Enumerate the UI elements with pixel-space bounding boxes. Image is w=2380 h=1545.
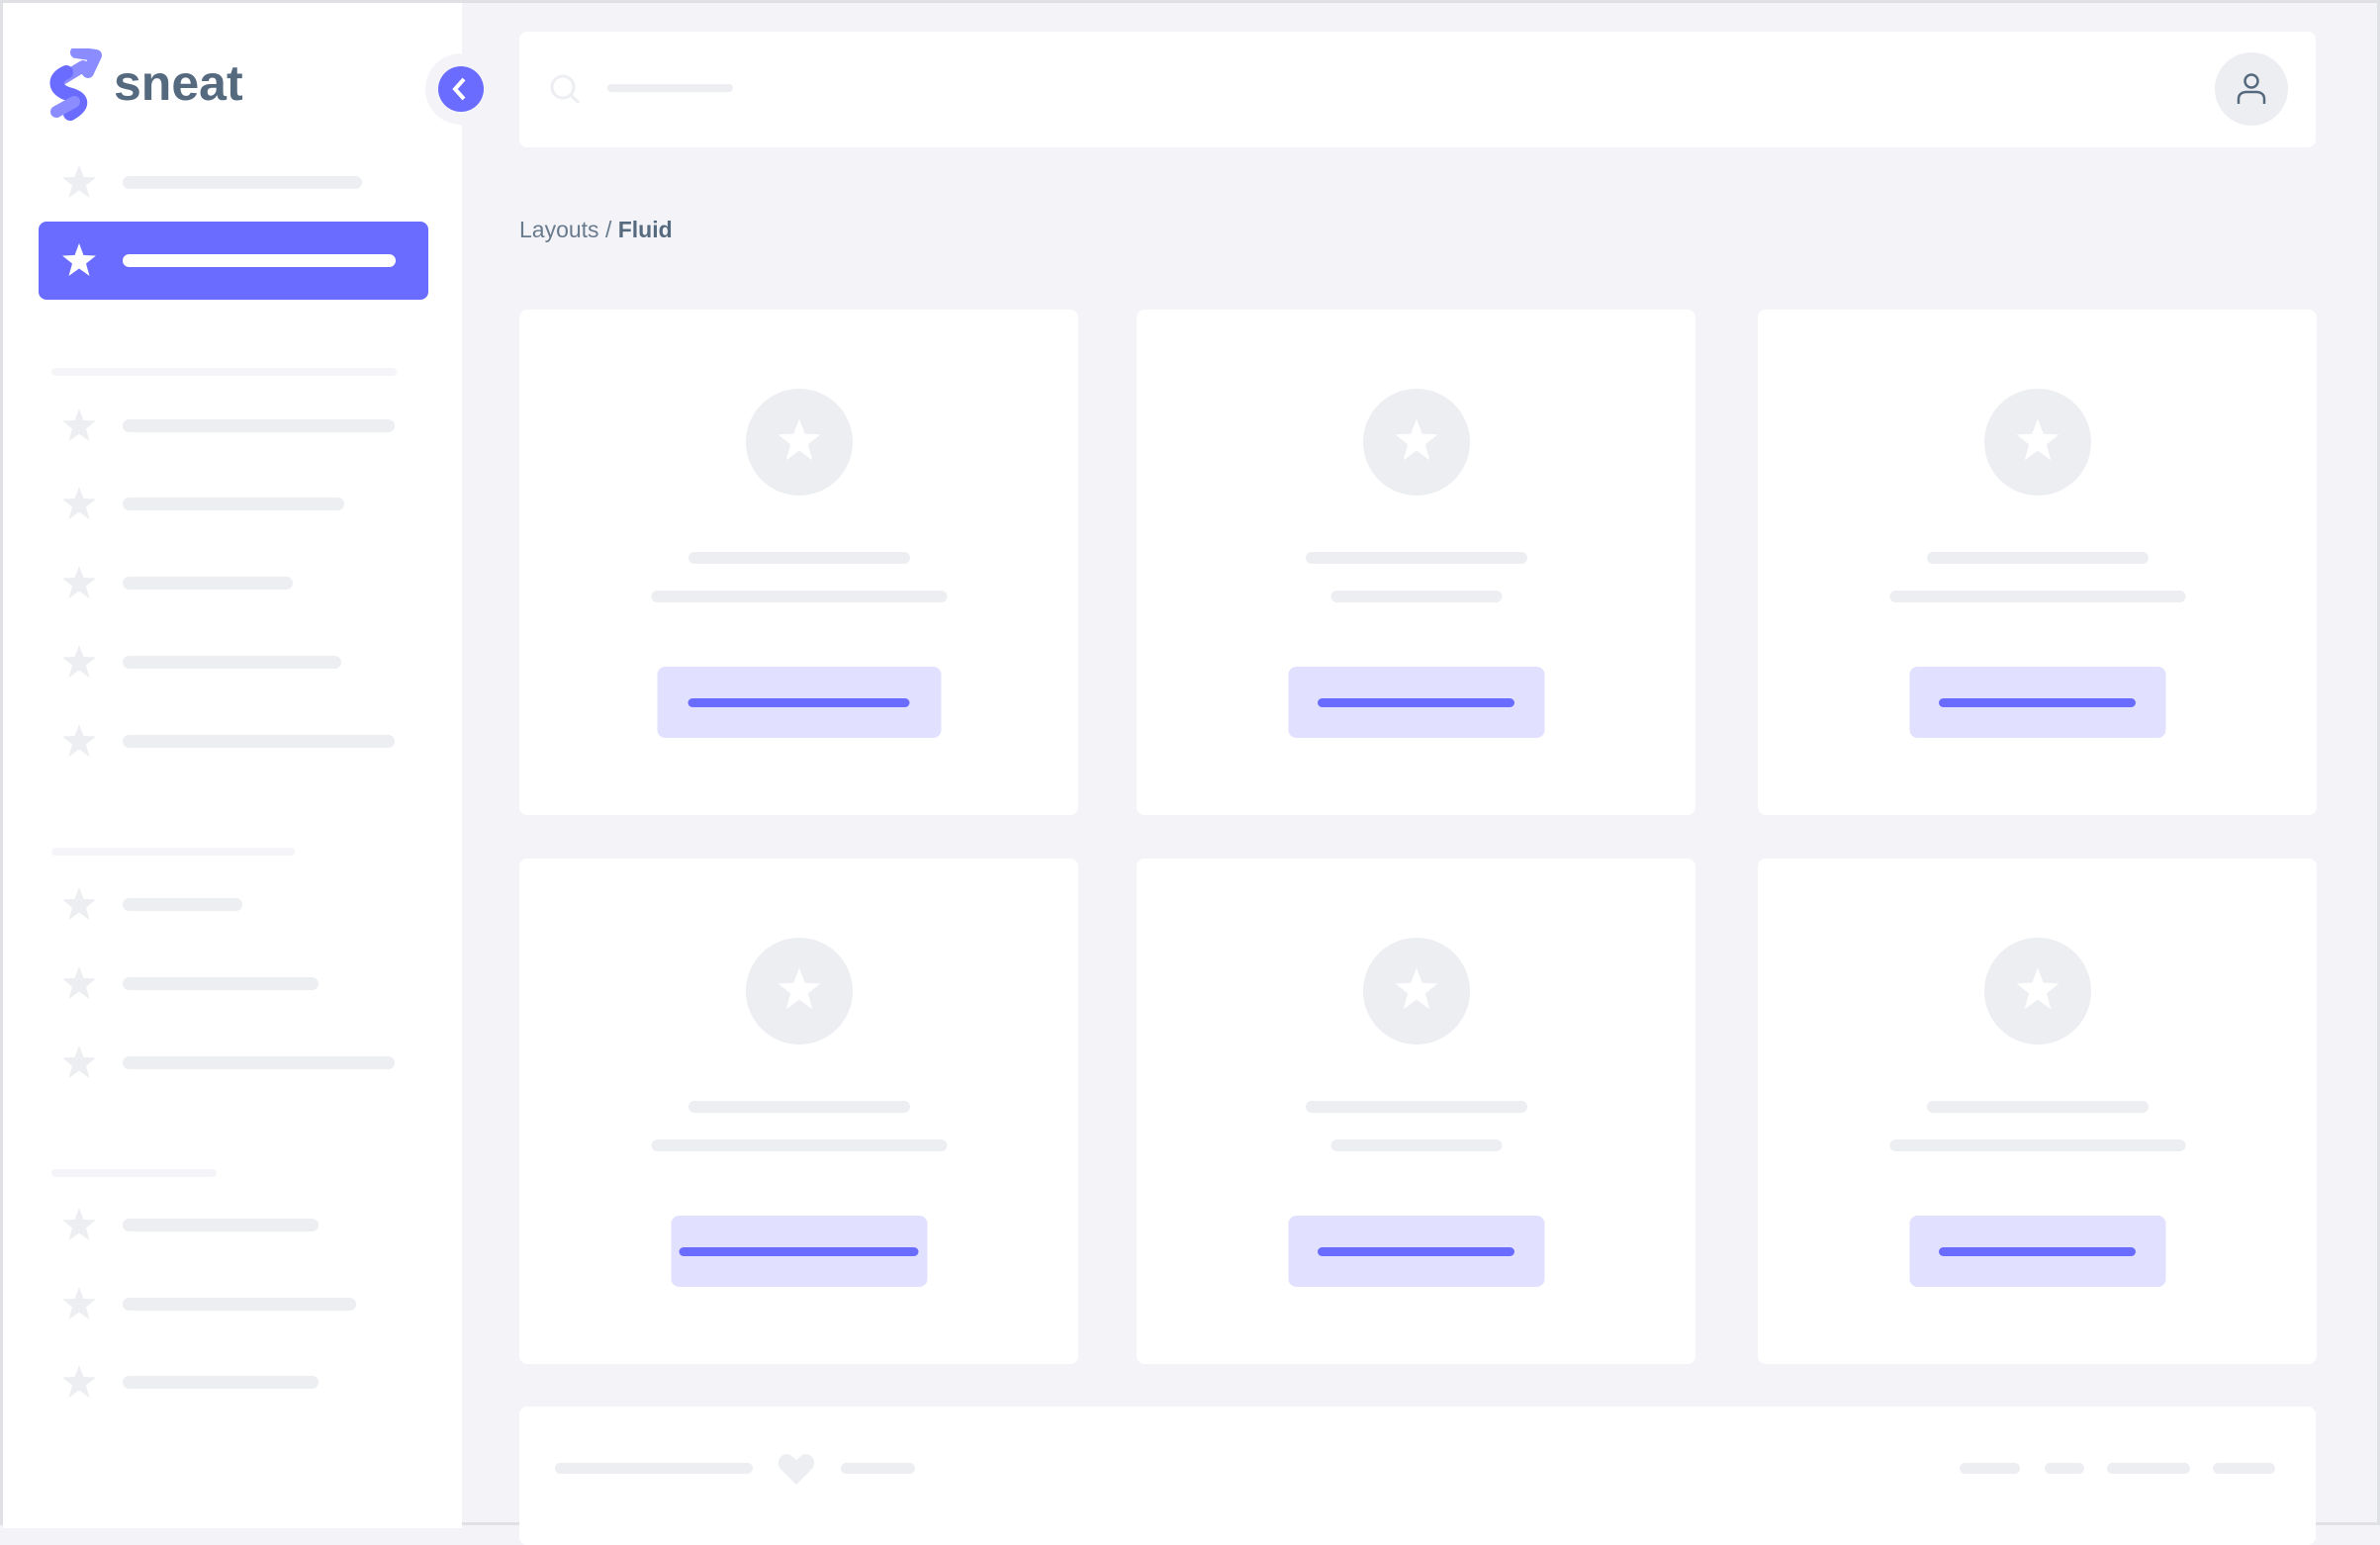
brand-logo[interactable]: sneat [46, 48, 274, 124]
sidebar-item[interactable] [123, 656, 341, 669]
sneat-logo-icon [49, 48, 102, 121]
sidebar-item[interactable] [123, 735, 395, 748]
card-button-label [1939, 1247, 2136, 1256]
card-button-label [679, 1247, 919, 1256]
heart-icon [778, 1454, 815, 1485]
footer [519, 1407, 2316, 1545]
sidebar-item[interactable] [123, 498, 344, 510]
card-button[interactable] [671, 1216, 927, 1287]
star-icon [62, 243, 96, 276]
card-text [1889, 1139, 2185, 1151]
card-button-label [687, 698, 910, 707]
chevron-left-icon [438, 66, 484, 112]
sidebar-item[interactable] [123, 419, 395, 432]
menu-section-header [51, 368, 397, 376]
navbar [519, 32, 2316, 147]
breadcrumb-separator: / [598, 217, 618, 242]
card-button-label [1318, 1247, 1514, 1256]
footer-link[interactable] [2045, 1463, 2084, 1474]
card [1137, 310, 1695, 815]
card-title [1305, 1101, 1527, 1113]
menu-section-header [51, 848, 295, 856]
card-icon-circle [745, 389, 853, 496]
breadcrumb-current: Fluid [617, 217, 673, 242]
user-avatar[interactable] [2215, 52, 2288, 126]
sidebar-item[interactable] [123, 176, 362, 189]
card-title [1305, 552, 1527, 564]
sidebar-item[interactable] [123, 898, 242, 911]
breadcrumb-parent[interactable]: Layouts [519, 217, 599, 242]
star-icon [62, 1365, 96, 1398]
footer-link[interactable] [1960, 1463, 2020, 1474]
card-button-label [1318, 698, 1514, 707]
search-input[interactable] [607, 84, 733, 92]
star-icon [62, 1045, 96, 1078]
card-title [687, 1101, 910, 1113]
card-text [1330, 1139, 1502, 1151]
card-icon-circle [745, 938, 853, 1045]
star-icon [1395, 967, 1437, 1010]
sidebar-item[interactable] [123, 1376, 319, 1389]
card-button[interactable] [1288, 1216, 1544, 1287]
card-button[interactable] [657, 667, 941, 738]
card-icon-circle [1983, 389, 2091, 496]
user-icon [2237, 73, 2266, 104]
card [519, 310, 1078, 815]
star-icon [778, 967, 820, 1010]
breadcrumb: Layouts / Fluid [519, 217, 673, 243]
card-text [1330, 591, 1502, 602]
card-button[interactable] [1288, 667, 1544, 738]
star-icon [62, 1208, 96, 1240]
star-icon [778, 418, 820, 461]
card [1758, 859, 2317, 1364]
sidebar-item[interactable] [123, 1219, 319, 1231]
footer-link[interactable] [841, 1463, 915, 1474]
card [519, 859, 1078, 1364]
card-text [651, 1139, 947, 1151]
star-icon [62, 966, 96, 999]
card-title [1926, 1101, 2149, 1113]
star-icon [62, 645, 96, 678]
card-text [1889, 591, 2185, 602]
sidebar-toggle[interactable] [425, 53, 497, 125]
star-icon [62, 409, 96, 441]
footer-link[interactable] [2213, 1463, 2275, 1474]
sidebar-item[interactable] [123, 977, 319, 990]
star-icon [1395, 418, 1437, 461]
card-icon-circle [1362, 938, 1470, 1045]
card-title [1926, 552, 2149, 564]
sidebar-item[interactable] [123, 254, 396, 267]
star-icon [2016, 967, 2059, 1010]
card-icon-circle [1362, 389, 1470, 496]
star-icon [62, 165, 96, 198]
star-icon [62, 487, 96, 519]
card [1137, 859, 1695, 1364]
sidebar-item[interactable] [123, 577, 293, 590]
brand-name: sneat [114, 55, 243, 111]
star-icon [2016, 418, 2059, 461]
search-icon[interactable] [549, 73, 583, 107]
card-button[interactable] [1909, 1216, 2165, 1287]
star-icon [62, 724, 96, 757]
menu-section-header [51, 1169, 217, 1177]
card-button-label [1939, 698, 2136, 707]
star-icon [62, 887, 96, 920]
footer-link[interactable] [2107, 1463, 2190, 1474]
card [1758, 310, 2317, 815]
card-title [687, 552, 910, 564]
sidebar-item[interactable] [123, 1056, 395, 1069]
footer-text [555, 1463, 753, 1474]
sidebar-item[interactable] [123, 1298, 356, 1311]
card-icon-circle [1983, 938, 2091, 1045]
star-icon [62, 566, 96, 598]
card-text [651, 591, 947, 602]
sidebar: sneat [3, 3, 462, 1528]
card-button[interactable] [1909, 667, 2165, 738]
star-icon [62, 1287, 96, 1319]
